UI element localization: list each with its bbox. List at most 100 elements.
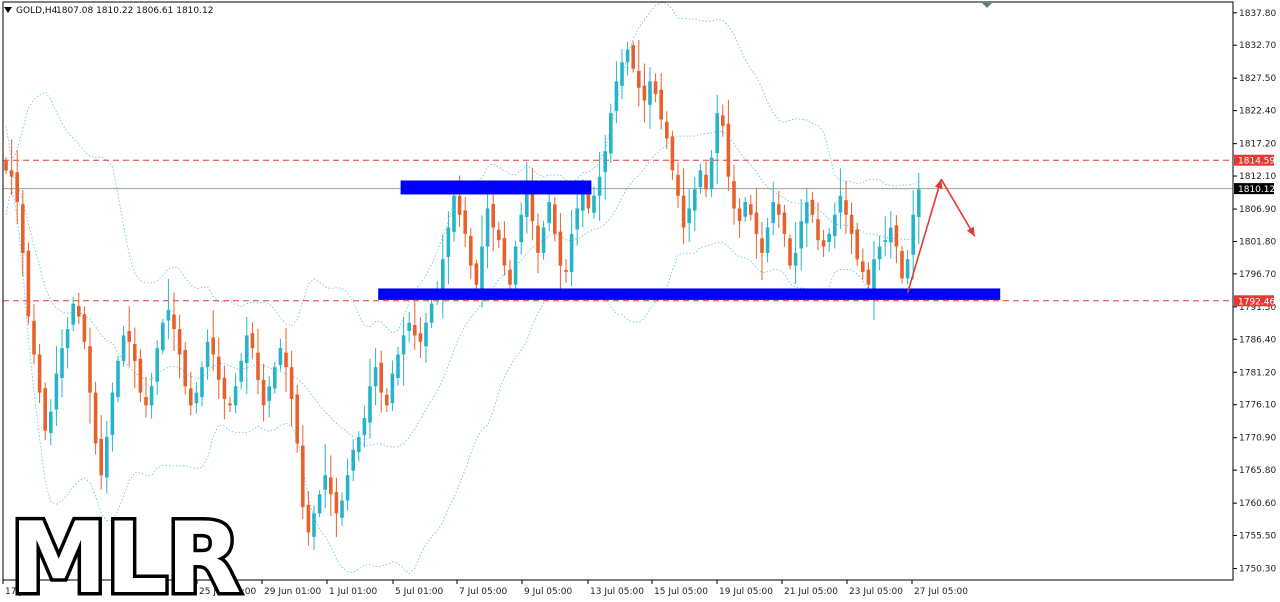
- candle: [765, 217, 770, 263]
- candle-body: [799, 221, 803, 249]
- candle-body: [659, 89, 663, 120]
- candle-body: [782, 212, 787, 234]
- candle: [54, 346, 59, 426]
- price-line-label-bg: [1234, 295, 1274, 307]
- candle-body: [418, 333, 423, 342]
- candle-body: [357, 437, 361, 453]
- candle: [553, 196, 557, 242]
- scroll-marker-icon[interactable]: [982, 3, 992, 8]
- candle-body: [485, 208, 490, 247]
- candle-body: [312, 513, 316, 537]
- candle: [463, 196, 467, 248]
- candle: [93, 381, 98, 455]
- candle: [485, 186, 490, 269]
- candle: [323, 444, 327, 509]
- candle: [166, 279, 171, 340]
- candle-body: [144, 397, 148, 406]
- y-tick-label: 1791.50: [1239, 303, 1276, 313]
- candle-body: [200, 367, 204, 398]
- candle: [749, 194, 753, 221]
- candle-body: [497, 229, 501, 241]
- candle: [625, 41, 630, 76]
- candle-body: [715, 113, 719, 154]
- candle-body: [575, 208, 579, 230]
- candle: [245, 316, 249, 395]
- candle-body: [323, 475, 327, 490]
- candle: [37, 344, 42, 404]
- candle-body: [133, 344, 137, 361]
- candle: [446, 211, 451, 285]
- band-upper: [5, 2, 920, 334]
- price-line-labels: 1814.59 1810.12 1792.46: [1234, 154, 1275, 307]
- candle-body: [670, 136, 675, 171]
- candle-body: [77, 305, 81, 317]
- candle: [424, 312, 428, 363]
- candle: [777, 190, 781, 229]
- candle-body: [54, 373, 59, 410]
- candle: [43, 382, 47, 441]
- candle: [592, 186, 596, 219]
- candle-body: [861, 261, 865, 272]
- candle: [21, 190, 25, 277]
- candle-body: [491, 203, 495, 228]
- candle: [301, 425, 305, 520]
- candle-body: [569, 233, 574, 272]
- candle-body: [166, 310, 171, 321]
- candle: [844, 181, 848, 234]
- candle: [211, 309, 215, 371]
- candle-body: [183, 350, 187, 387]
- dropdown-triangle-icon[interactable]: [4, 7, 12, 13]
- candle-body: [110, 392, 115, 435]
- candle-body: [15, 172, 19, 203]
- band-lower: [5, 186, 919, 575]
- candle-body: [390, 373, 395, 404]
- candle: [709, 149, 714, 197]
- candle-body: [105, 437, 109, 478]
- candle-body: [424, 322, 428, 347]
- bollinger-bands: [5, 2, 920, 575]
- candle: [441, 234, 445, 318]
- candle-body: [161, 322, 165, 351]
- candle: [228, 396, 232, 412]
- candle: [474, 259, 479, 289]
- candle-body: [564, 270, 568, 272]
- x-tick-label: 15 Jul 05:00: [654, 587, 708, 597]
- candle: [491, 189, 495, 252]
- candle-body: [413, 324, 417, 336]
- candle: [732, 164, 736, 225]
- candle: [620, 49, 624, 100]
- candle-body: [631, 45, 635, 69]
- candle-body: [603, 151, 607, 173]
- candle: [379, 350, 383, 413]
- candle-body: [698, 170, 703, 188]
- candle: [760, 221, 764, 281]
- candle: [861, 248, 865, 280]
- candle-body: [625, 49, 630, 63]
- candle-body: [721, 115, 725, 126]
- watermark-logo: MLR: [7, 499, 246, 602]
- candle-body: [26, 250, 31, 317]
- candle-body: [709, 157, 714, 190]
- candle-body: [541, 227, 546, 253]
- candle: [653, 73, 658, 103]
- candle-body: [60, 348, 64, 379]
- candle-body: [900, 250, 904, 279]
- candle-body: [894, 225, 899, 247]
- candle: [127, 306, 131, 367]
- x-tick-label: 1 Jul 01:00: [329, 587, 378, 597]
- chart-header: GOLD,H4 1807.08 1810.22 1806.61 1810.12: [4, 6, 213, 16]
- candle-body: [771, 202, 775, 224]
- projection-arrowhead: [934, 179, 943, 189]
- candle: [676, 162, 680, 209]
- candle: [541, 220, 546, 260]
- candle: [9, 139, 14, 196]
- candle: [396, 346, 400, 386]
- candle-body: [21, 204, 25, 253]
- time-axis: 17 Jun 25 Jun 01:00 29 Jun 01:00 1 Jul 01:0…: [2, 580, 968, 597]
- candle-body: [872, 259, 876, 290]
- candle-body: [838, 195, 843, 213]
- candle: [631, 41, 635, 73]
- candle: [905, 249, 910, 285]
- candle-body: [256, 352, 260, 380]
